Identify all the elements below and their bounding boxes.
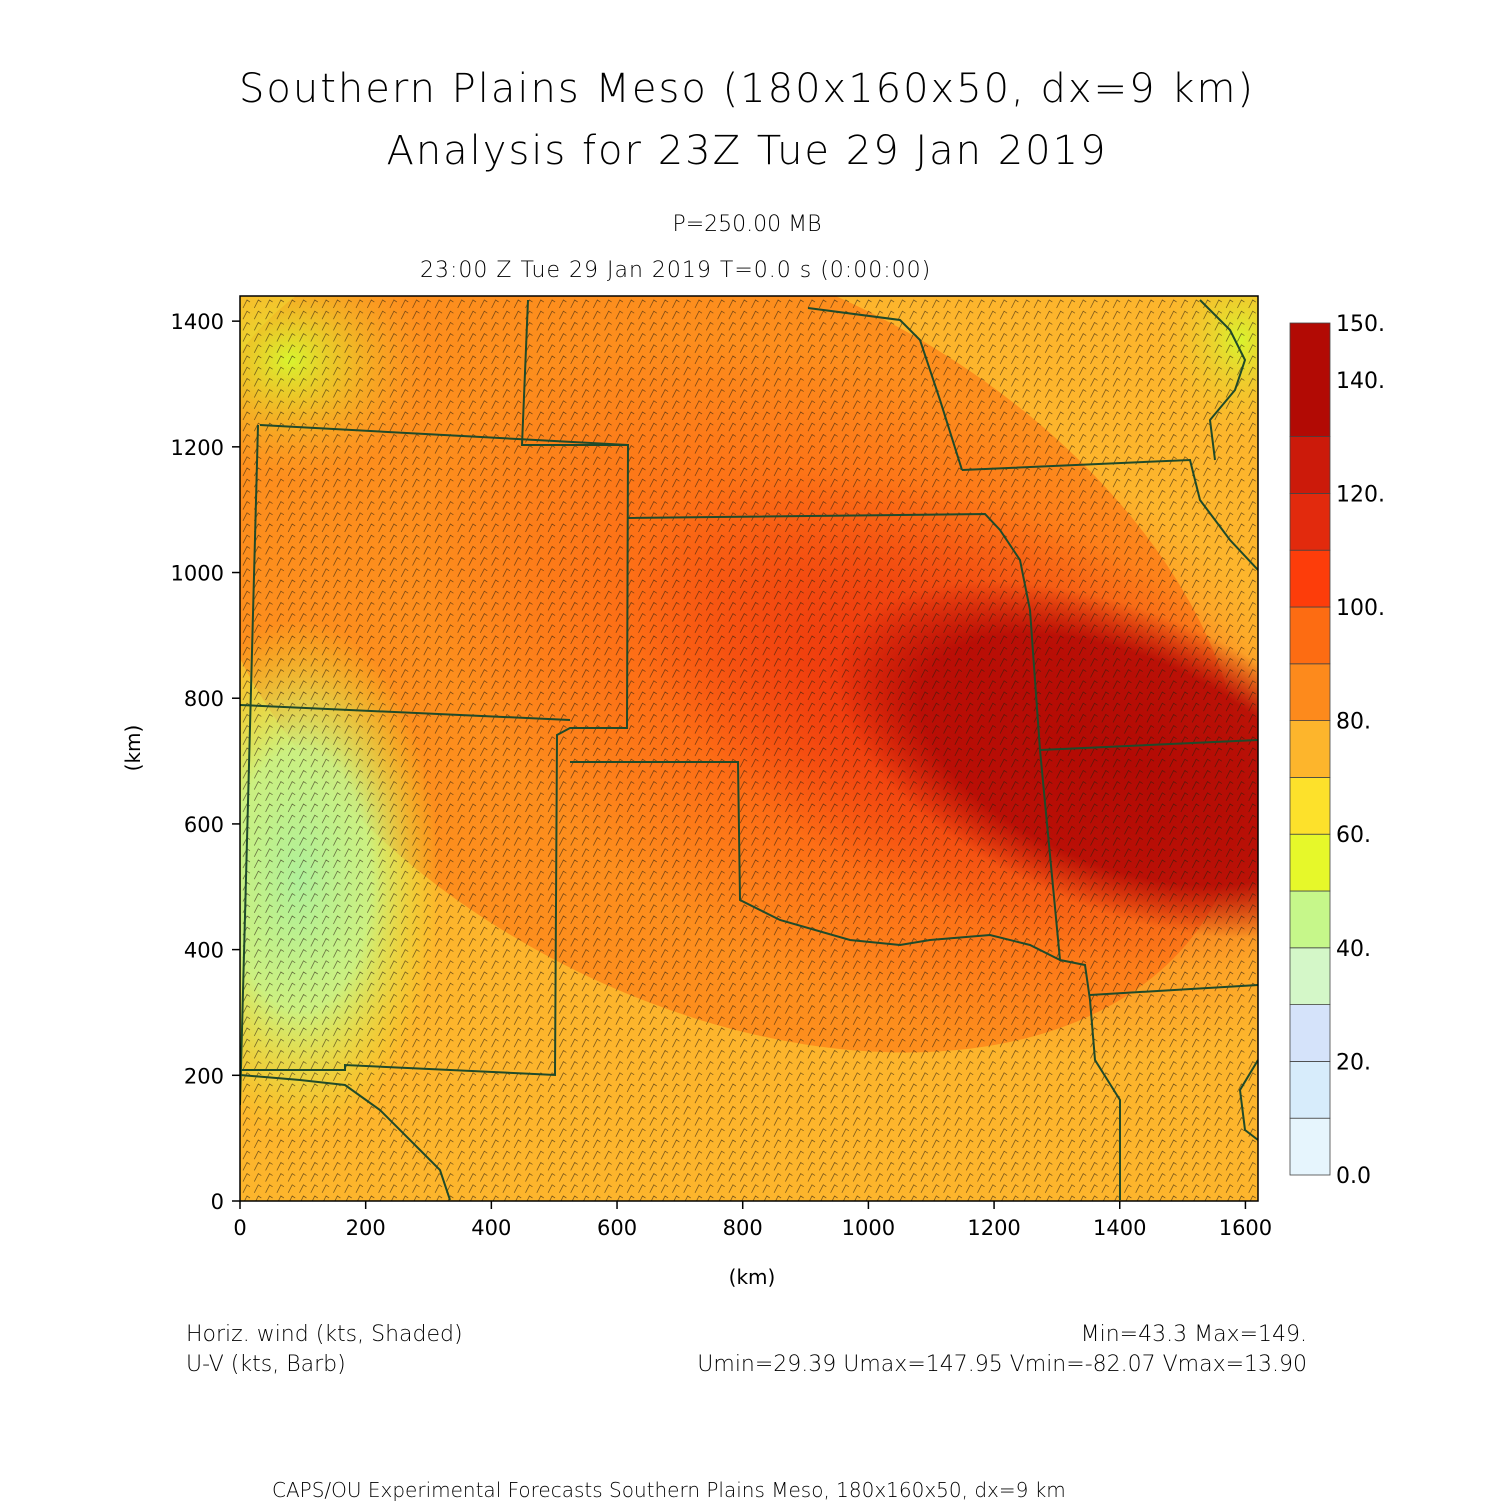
x-tick-label: 0 xyxy=(233,1216,246,1240)
y-axis-label: (km) xyxy=(121,725,145,772)
x-tick-label: 600 xyxy=(597,1216,637,1240)
colorbar-swatch xyxy=(1289,833,1331,892)
x-tick-label: 1400 xyxy=(1093,1216,1146,1240)
colorbar-swatch xyxy=(1289,1117,1331,1176)
colorbar-tick-label: 0.0 xyxy=(1336,1164,1371,1189)
y-tick-label: 200 xyxy=(184,1064,224,1088)
min-max-label: Min=43.3 Max=149. xyxy=(1080,1322,1307,1347)
colorbar-swatch xyxy=(1289,436,1331,494)
colorbar-tick-label: 80. xyxy=(1336,710,1371,735)
y-tick-label: 400 xyxy=(184,939,224,963)
x-axis-label: (km) xyxy=(729,1265,776,1289)
colorbar-tick-label: 40. xyxy=(1336,937,1371,962)
colorbar-swatch xyxy=(1289,606,1331,665)
x-tick-label: 1200 xyxy=(967,1216,1020,1240)
state-borders xyxy=(240,299,1258,1201)
colorbar-tick-label: 100. xyxy=(1336,596,1385,621)
y-tick-label: 1400 xyxy=(171,310,224,334)
title-line-2: Analysis for 23Z Tue 29 Jan 2019 xyxy=(386,128,1108,174)
colorbar-swatch xyxy=(1289,947,1331,1005)
colorbar-tick-label: 20. xyxy=(1336,1050,1371,1075)
colorbar-swatch xyxy=(1289,492,1331,551)
x-tick-label: 200 xyxy=(346,1216,386,1240)
colorbar-swatch xyxy=(1289,777,1331,835)
colorbar-swatch xyxy=(1289,1004,1331,1062)
colorbar-swatch xyxy=(1289,720,1331,778)
colorbar-swatch xyxy=(1289,890,1331,949)
colorbar-tick-label: 150. xyxy=(1336,312,1385,337)
y-tick-label: 600 xyxy=(184,813,224,837)
uv-range-label: Umin=29.39 Umax=147.95 Vmin=-82.07 Vmax=… xyxy=(697,1352,1307,1377)
colorbar-swatch xyxy=(1289,663,1331,721)
x-tick-label: 800 xyxy=(723,1216,763,1240)
title-line-1: Southern Plains Meso (180x160x50, dx=9 k… xyxy=(238,66,1256,112)
pressure-level: P=250.00 MB xyxy=(672,212,822,237)
credit-line: CAPS/OU Experimental Forecasts Southern … xyxy=(272,1478,1066,1502)
y-tick-label: 1200 xyxy=(171,436,224,460)
valid-time: 23:00 Z Tue 29 Jan 2019 T=0.0 s (0:00:00… xyxy=(420,258,932,283)
barb-field-description: U-V (kts, Barb) xyxy=(186,1352,346,1377)
y-axis: 0 200 400 600 800 1000 1200 1400 xyxy=(171,310,240,1214)
x-tick-label: 400 xyxy=(471,1216,511,1240)
colorbar-tick-label: 140. xyxy=(1336,369,1385,394)
x-tick-label: 1000 xyxy=(842,1216,895,1240)
y-tick-label: 0 xyxy=(211,1190,224,1214)
shaded-field-description: Horiz. wind (kts, Shaded) xyxy=(186,1322,463,1347)
colorbar-swatch xyxy=(1289,549,1331,608)
colorbar-swatch xyxy=(1289,322,1331,437)
x-tick-label: 1600 xyxy=(1219,1216,1272,1240)
y-tick-label: 1000 xyxy=(171,562,224,586)
colorbar: 0.0 20. 40. 60. 80. 100. 120. 140. 150. xyxy=(1289,312,1385,1189)
colorbar-tick-label: 60. xyxy=(1336,823,1371,848)
shaded-wind-field xyxy=(240,296,1258,1201)
colorbar-tick-label: 120. xyxy=(1336,482,1385,507)
y-tick-label: 800 xyxy=(184,687,224,711)
plot-frame xyxy=(239,295,1259,1202)
colorbar-swatch xyxy=(1289,1061,1331,1119)
x-axis: 0 200 400 600 800 1000 1200 1400 1600 xyxy=(233,1201,1272,1240)
